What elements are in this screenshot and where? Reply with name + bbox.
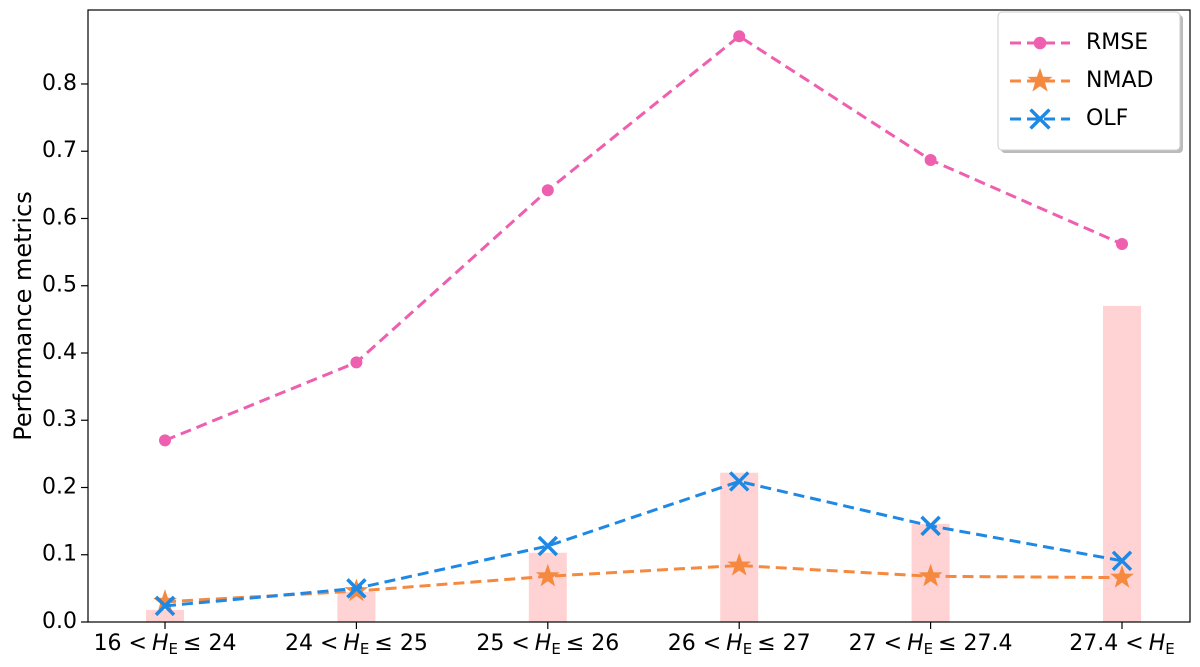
y-tick-label: 0.6 [42, 205, 77, 230]
label-left: 27 < [849, 631, 902, 656]
y-tick-label: 0.4 [42, 340, 77, 365]
label-symbol: H [535, 631, 552, 656]
series-marker [537, 535, 559, 557]
bar [337, 591, 376, 622]
series-line [164, 479, 1123, 608]
label-subscript: E [169, 640, 178, 658]
y-tick-label: 0.1 [42, 542, 77, 567]
x-tick-label: 26 < HE ≤ 27 [668, 631, 811, 658]
label-right: ≤ 27 [757, 631, 810, 656]
x-tick-label: 27.4 < HE [1069, 631, 1174, 658]
label-subscript: E [1165, 640, 1174, 658]
y-tick-label: 0.5 [42, 273, 77, 298]
series-marker [733, 30, 746, 43]
label-right: ≤ 27.4 [938, 631, 1012, 656]
label-subscript: E [924, 640, 933, 658]
label-left: 26 < [668, 631, 721, 656]
label-left: 27.4 < [1069, 631, 1143, 656]
series-marker [153, 589, 177, 612]
label-left: 24 < [285, 631, 338, 656]
series-marker [1110, 565, 1134, 588]
label-right: ≤ 24 [183, 631, 236, 656]
series-marker [350, 356, 363, 369]
label-symbol: H [907, 631, 924, 656]
y-tick-label: 0.3 [42, 407, 77, 432]
legend-label: RMSE [1086, 30, 1148, 55]
label-right: ≤ 26 [566, 631, 619, 656]
series-line [164, 34, 1123, 442]
series-marker [1116, 238, 1128, 251]
legend-label: OLF [1086, 106, 1128, 131]
legend-marker [1027, 67, 1053, 92]
label-symbol: H [1149, 631, 1166, 656]
y-tick-label: 0.8 [42, 71, 77, 96]
series-line [164, 564, 1123, 604]
legend-marker [1033, 36, 1047, 50]
x-tick-label: 25 < HE ≤ 26 [476, 631, 619, 658]
series-marker [535, 563, 560, 587]
legend: RMSE NMAD OLF [997, 11, 1183, 153]
y-tick-label: 0.2 [42, 474, 77, 499]
plot-frame [87, 9, 1191, 623]
legend-label: NMAD [1086, 68, 1153, 93]
series-marker [1111, 550, 1133, 572]
series-marker [154, 595, 176, 617]
legend-marker [1029, 108, 1051, 130]
label-symbol: H [726, 631, 743, 656]
bar [528, 552, 567, 622]
x-tick-label: 27 < HE ≤ 27.4 [849, 631, 1013, 658]
series-marker [346, 578, 367, 599]
series-marker [727, 553, 752, 576]
label-subscript: E [360, 640, 369, 658]
y-axis-label: Performance metrics [9, 191, 37, 441]
series-marker [728, 471, 750, 492]
label-subscript: E [743, 640, 752, 658]
series-marker [924, 153, 937, 166]
series-marker [159, 434, 171, 447]
y-tick-label: 0.7 [42, 138, 77, 163]
x-tick-label: 24 < HE ≤ 25 [285, 631, 428, 658]
series-marker [920, 515, 941, 537]
y-tick-label: 0.0 [42, 609, 77, 634]
label-subscript: E [551, 640, 560, 658]
label-symbol: H [152, 631, 169, 656]
x-tick-label: 16 < HE ≤ 24 [94, 631, 237, 658]
bar [146, 609, 184, 622]
series-marker [541, 184, 554, 197]
series-marker [918, 563, 943, 587]
bar [720, 472, 759, 622]
label-right: ≤ 25 [374, 631, 427, 656]
label-left: 16 < [94, 631, 147, 656]
label-left: 25 < [476, 631, 529, 656]
label-symbol: H [343, 631, 360, 656]
